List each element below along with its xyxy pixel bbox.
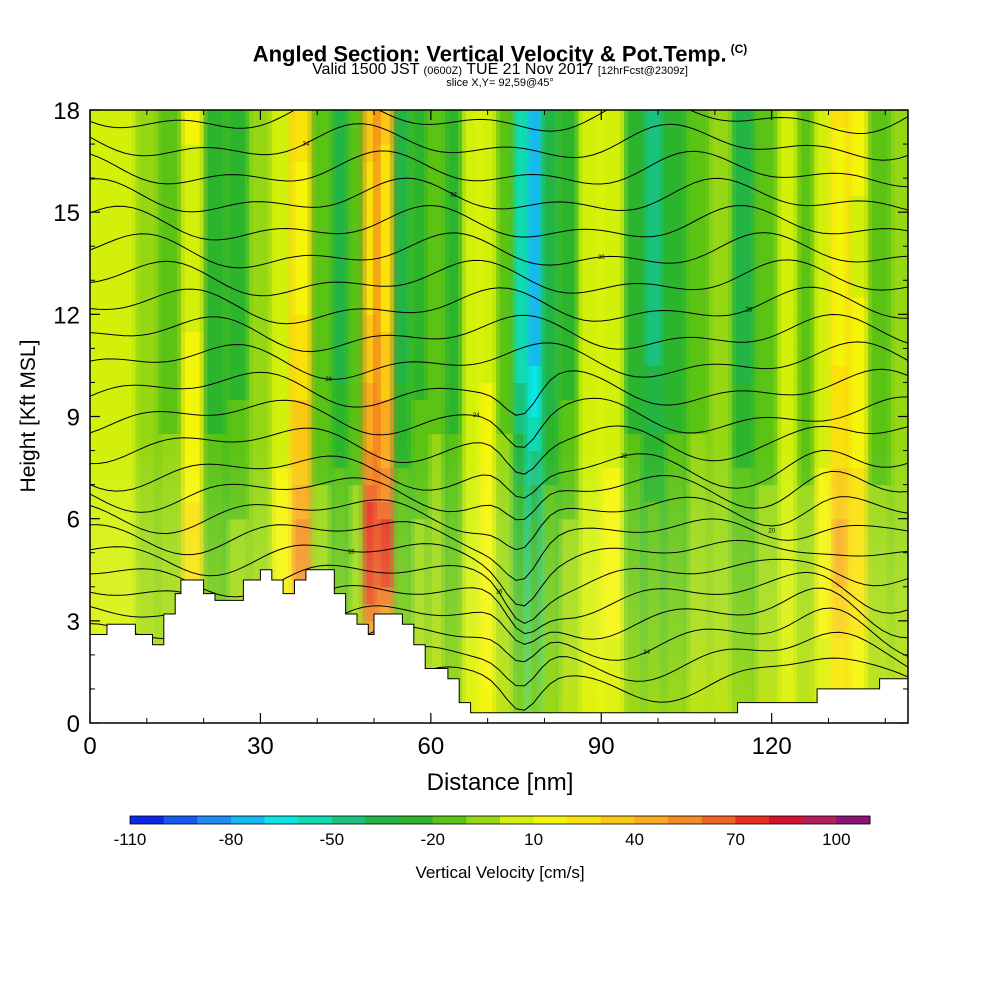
colorbar-swatch (567, 816, 602, 824)
y-tick-label: 3 (67, 609, 80, 636)
theta-contour (90, 150, 908, 188)
x-tick-label: 30 (247, 733, 274, 760)
colorbar-swatch (197, 816, 232, 824)
theta-contour (90, 449, 908, 499)
theta-contour (90, 177, 908, 213)
colorbar-tick-label: 40 (625, 830, 644, 849)
x-tick-label: 0 (83, 733, 96, 760)
theta-contour (90, 341, 908, 380)
colorbar-swatch (130, 816, 165, 824)
colorbar-tick-label: -50 (320, 830, 345, 849)
y-tick-label: 9 (67, 405, 80, 432)
theta-contour (90, 0, 908, 27)
x-tick-label: 120 (752, 733, 792, 760)
theta-contour-label: 14 (643, 650, 650, 656)
colorbar-swatch (399, 816, 434, 824)
colorbar: -110 -80 -50 -20 10 40 70 100 (114, 815, 871, 849)
chart-subtitle: Valid 1500 JST (0600Z) TUE 21 Nov 2017 [… (0, 60, 1000, 81)
theta-contour (90, 558, 908, 624)
theta-contour-label: 18 (348, 549, 355, 555)
theta-contour-label: 12 (723, 90, 730, 96)
colorbar-tick-label: 70 (726, 830, 745, 849)
colorbar-swatch (365, 816, 400, 824)
colorbar-tick-label: -20 (420, 830, 445, 849)
theta-contour (90, 16, 908, 54)
colorbar-tick-label: 100 (822, 830, 850, 849)
colorbar-swatch (264, 816, 299, 824)
y-tick-label: 12 (53, 302, 80, 329)
colorbar-swatch (634, 816, 669, 824)
terrain (90, 569, 908, 723)
colorbar-swatch (802, 816, 837, 824)
colorbar-frame (129, 815, 871, 825)
colorbar-swatch (668, 816, 703, 824)
theta-contour-label: 26 (325, 377, 332, 383)
colorbar-swatch (466, 816, 501, 824)
x-tick-label: 90 (588, 733, 615, 760)
chart-title: Angled Section: Vertical Velocity & Pot.… (0, 36, 1000, 67)
theta-contour-label: 28 (746, 308, 753, 314)
theta-contour-label: 20 (768, 528, 775, 534)
colorbar-swatch (533, 816, 568, 824)
colorbar-swatch (331, 816, 366, 824)
colorbar-swatch (163, 816, 198, 824)
valid-date: TUE 21 Nov 2017 (466, 61, 594, 78)
theta-contour (90, 259, 908, 297)
colorbar-tick-label: -80 (219, 830, 244, 849)
theta-contour-label: 34 (303, 141, 310, 147)
colorbar-swatch (735, 816, 770, 824)
colorbar-swatch (298, 816, 333, 824)
theta-contour-label: 24 (473, 413, 480, 419)
colorbar-swatch (600, 816, 636, 824)
axes: 0 30 60 90 120 0 3 6 9 12 15 18 (53, 98, 908, 760)
y-tick-label: 0 (67, 711, 80, 738)
valid-time: Valid 1500 JST (312, 61, 420, 78)
colorbar-tick-label: -110 (114, 830, 147, 849)
title-tag: (C) (730, 42, 748, 56)
theta-contour (90, 518, 908, 581)
y-tick-label: 6 (67, 507, 80, 534)
y-tick-label: 15 (53, 200, 80, 227)
theta-contour (90, 313, 908, 353)
colorbar-tick-label: 10 (524, 830, 543, 849)
theta-contour (90, 470, 908, 521)
colorbar-swatch (836, 816, 871, 824)
forecast-info: [12hrFcst@2309z] (597, 65, 688, 77)
theta-contour (90, 123, 908, 161)
colorbar-swatch (769, 816, 804, 824)
colorbar-swatch (432, 816, 467, 824)
theta-contour (90, 425, 908, 475)
colorbar-swatch (500, 816, 535, 824)
terrain-profile (90, 569, 908, 723)
theta-contour (90, 286, 908, 325)
theta-contour-label: 32 (450, 193, 457, 199)
x-tick-label: 60 (417, 733, 444, 760)
y-tick-label: 18 (53, 98, 80, 125)
slice-info: slice X,Y= 92,59@45° (446, 77, 554, 89)
theta-contour (90, 496, 908, 551)
colorbar-swatch (701, 816, 736, 824)
theta-contour-label: 22 (621, 454, 628, 460)
theta-contour (90, 42, 908, 80)
y-axis-label: Height [Kft MSL] (17, 340, 40, 493)
title-text: Angled Section: Vertical Velocity & Pot.… (252, 41, 727, 67)
theta-contour (90, 539, 908, 607)
theta-contour (90, 396, 908, 448)
theta-contour (90, 204, 908, 241)
theta-contour (90, 69, 908, 106)
theta-contour-label: 14 (575, 15, 582, 21)
theta-contour-label: 30 (598, 255, 605, 261)
theta-contour (90, 368, 908, 416)
theta-contour (90, 232, 908, 269)
valid-time-utc: (0600Z) (423, 65, 463, 77)
x-axis-label: Distance [nm] (427, 769, 574, 796)
colorbar-swatch (230, 816, 266, 824)
colorbar-label: Vertical Velocity [cm/s] (415, 863, 585, 882)
